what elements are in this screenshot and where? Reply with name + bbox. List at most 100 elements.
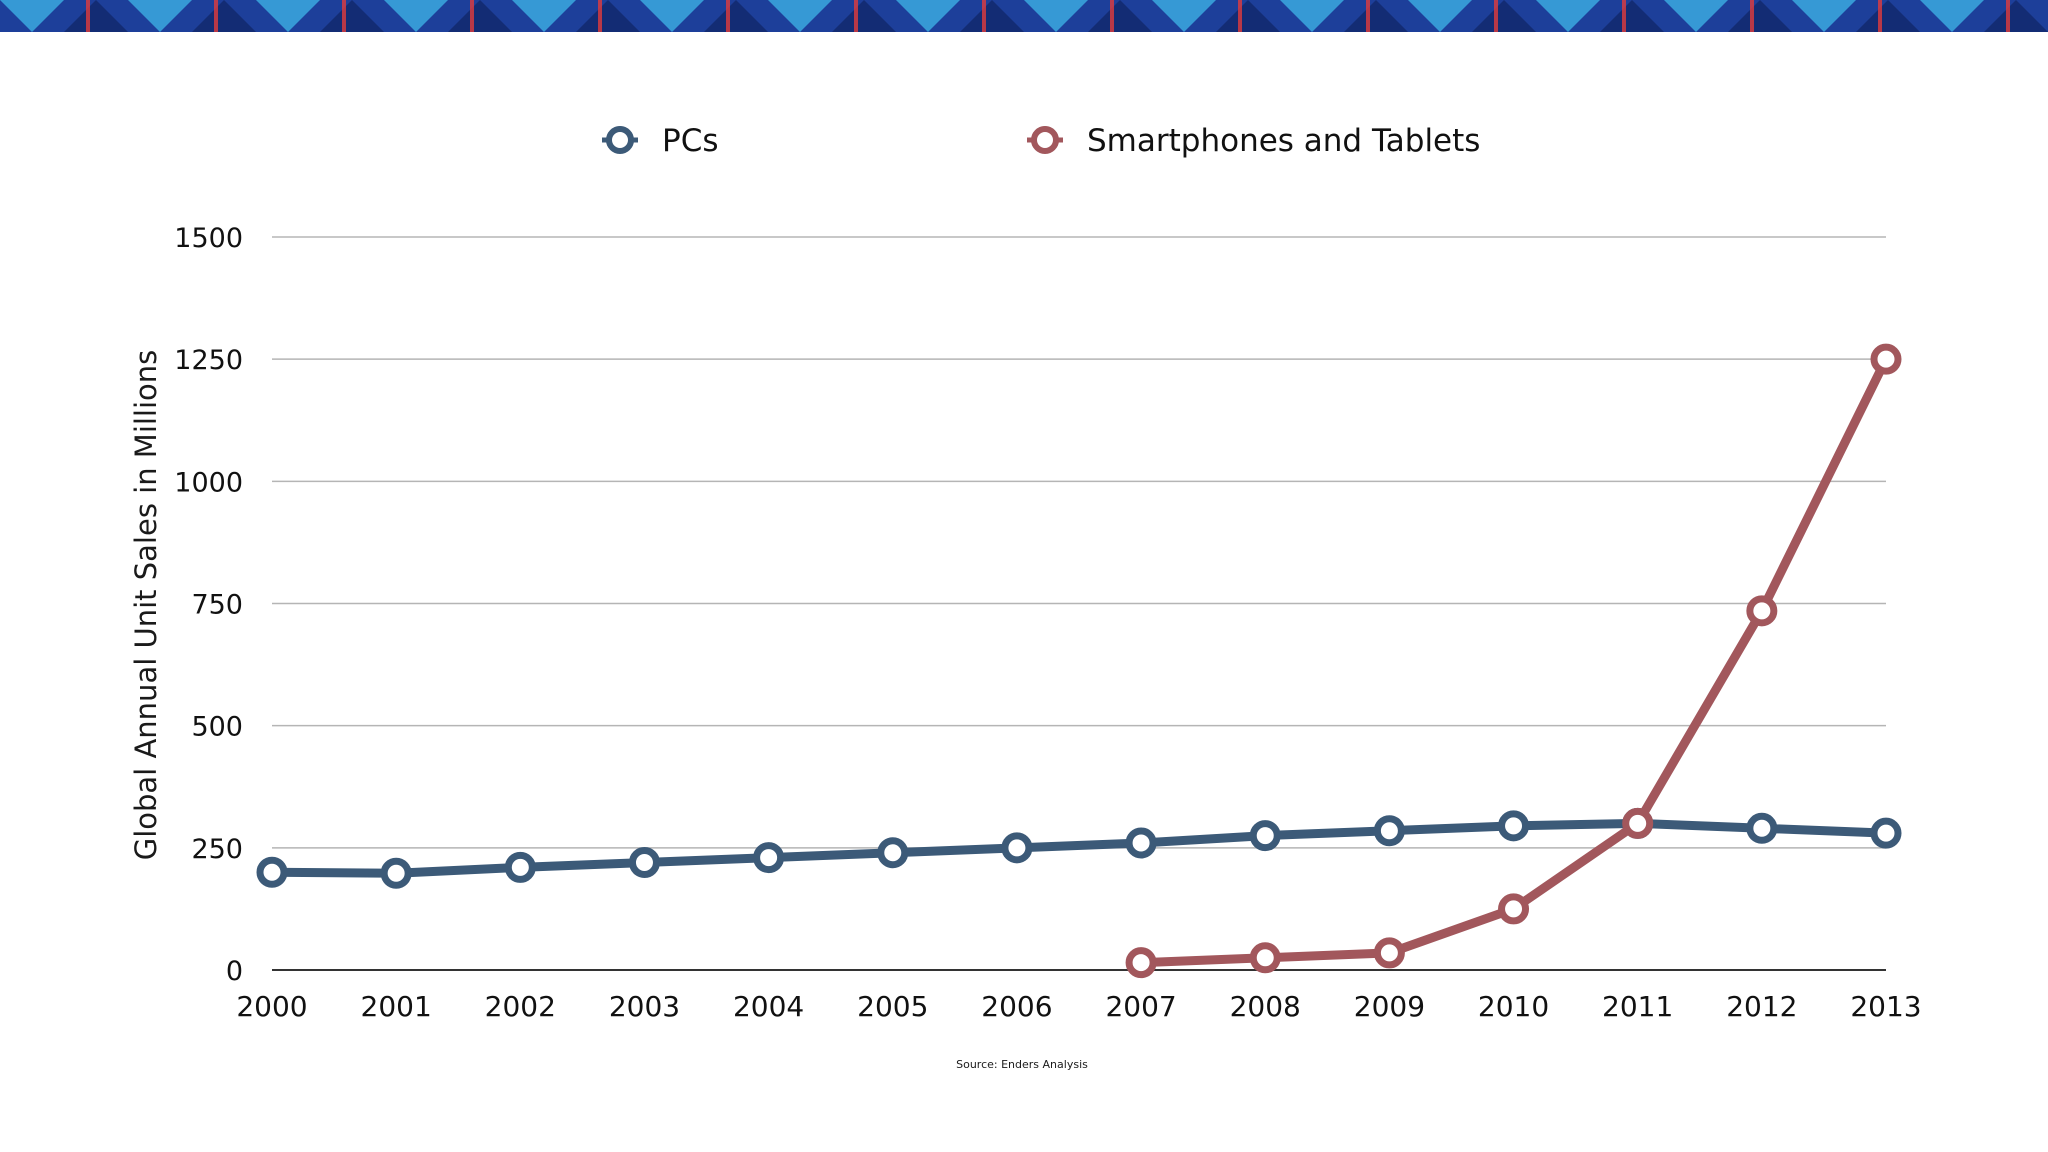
x-tick-label: 2004: [733, 990, 804, 1023]
banner-check: [384, 0, 448, 32]
banner-check: [1920, 0, 1984, 32]
data-point: [1125, 947, 1157, 979]
banner-check: [1024, 0, 1088, 32]
x-tick-label: 2011: [1602, 990, 1673, 1023]
x-axis-ticks: 2000 2001 2002 2003 2004 2005 2006 2007 2008 2009…: [236, 990, 1921, 1023]
banner-stripe: [1366, 0, 1370, 32]
banner-check: [1408, 0, 1472, 32]
series-1: [1125, 343, 1902, 979]
banner-check: [0, 0, 64, 32]
x-tick-label: 2000: [236, 990, 307, 1023]
banner-check: [256, 0, 320, 32]
banner-check: [1600, 0, 1664, 32]
legend-swatch-marker: [1031, 126, 1059, 154]
banner-check: [832, 0, 896, 32]
y-tick-label: 1000: [174, 467, 243, 498]
x-tick-label: 2003: [609, 990, 680, 1023]
data-point: [1001, 832, 1033, 864]
banner-stripe: [86, 0, 90, 32]
series-line: [1136, 354, 1891, 968]
y-axis-ticks: 0 250 500 750 1000 1250 1500: [174, 223, 243, 987]
banner-check: [640, 0, 704, 32]
data-point: [1373, 815, 1405, 847]
banner-check: [768, 0, 832, 32]
legend-item: Smartphones and Tablets: [1027, 123, 1480, 159]
legend-label: Smartphones and Tablets: [1087, 123, 1480, 159]
banner-check: [1984, 0, 2048, 32]
banner-check: [1792, 0, 1856, 32]
x-tick-label: 2010: [1478, 990, 1549, 1023]
legend-swatch-marker: [606, 126, 634, 154]
banner-check: [1856, 0, 1920, 32]
data-point: [1498, 893, 1530, 925]
banner-check: [1088, 0, 1152, 32]
banner-check: [576, 0, 640, 32]
x-tick-label: 2007: [1105, 990, 1176, 1023]
x-tick-label: 2005: [857, 990, 928, 1023]
series-line: [267, 818, 1891, 878]
banner-stripe: [982, 0, 986, 32]
chart-series: [256, 343, 1902, 979]
decorative-banner: [0, 0, 2048, 32]
banner-stripe: [1878, 0, 1882, 32]
x-tick-label: 2009: [1354, 990, 1425, 1023]
banner-check: [896, 0, 960, 32]
data-point: [1746, 812, 1778, 844]
data-point: [380, 857, 412, 889]
banner-stripe: [2006, 0, 2010, 32]
y-tick-label: 750: [191, 590, 243, 621]
data-point: [1870, 343, 1902, 375]
banner-stripe: [1494, 0, 1498, 32]
banner-stripe: [1750, 0, 1754, 32]
banner-check: [448, 0, 512, 32]
banner-stripe: [1622, 0, 1626, 32]
data-point: [1125, 827, 1157, 859]
data-point: [877, 837, 909, 869]
banner-check: [320, 0, 384, 32]
banner-stripe: [470, 0, 474, 32]
y-tick-label: 500: [191, 712, 243, 743]
legend-label: PCs: [662, 123, 719, 159]
data-point: [1498, 810, 1530, 842]
banner-check: [192, 0, 256, 32]
y-tick-label: 0: [226, 956, 243, 987]
data-point: [753, 842, 785, 874]
data-point: [256, 856, 288, 888]
x-tick-label: 2013: [1850, 990, 1921, 1023]
banner-check: [1216, 0, 1280, 32]
banner-stripe: [726, 0, 730, 32]
banner-check: [1664, 0, 1728, 32]
banner-check: [1728, 0, 1792, 32]
x-tick-label: 2008: [1230, 990, 1301, 1023]
data-point: [1870, 817, 1902, 849]
banner-check: [1152, 0, 1216, 32]
banner-stripe: [1238, 0, 1242, 32]
banner-check: [1536, 0, 1600, 32]
data-point: [1622, 807, 1654, 839]
data-point: [1373, 937, 1405, 969]
banner-stripe: [854, 0, 858, 32]
banner-check: [64, 0, 128, 32]
banner-check: [1472, 0, 1536, 32]
data-point: [1746, 595, 1778, 627]
banner-check: [128, 0, 192, 32]
x-tick-label: 2006: [981, 990, 1052, 1023]
banner-stripe: [1110, 0, 1114, 32]
banner-stripe: [342, 0, 346, 32]
banner-check: [960, 0, 1024, 32]
x-tick-label: 2001: [361, 990, 432, 1023]
data-point: [1249, 820, 1281, 852]
banner-check: [704, 0, 768, 32]
legend-item: PCs: [602, 123, 719, 159]
banner-stripe: [598, 0, 602, 32]
x-tick-label: 2012: [1726, 990, 1797, 1023]
source-note: Source: Enders Analysis: [956, 1058, 1088, 1071]
chart-gridlines: [272, 236, 1886, 971]
banner-stripe: [214, 0, 218, 32]
x-tick-label: 2002: [485, 990, 556, 1023]
y-axis-label: Global Annual Unit Sales in Millions: [129, 350, 163, 861]
data-point: [504, 851, 536, 883]
y-tick-label: 1500: [174, 223, 243, 254]
y-tick-label: 250: [191, 834, 243, 865]
banner-check: [512, 0, 576, 32]
